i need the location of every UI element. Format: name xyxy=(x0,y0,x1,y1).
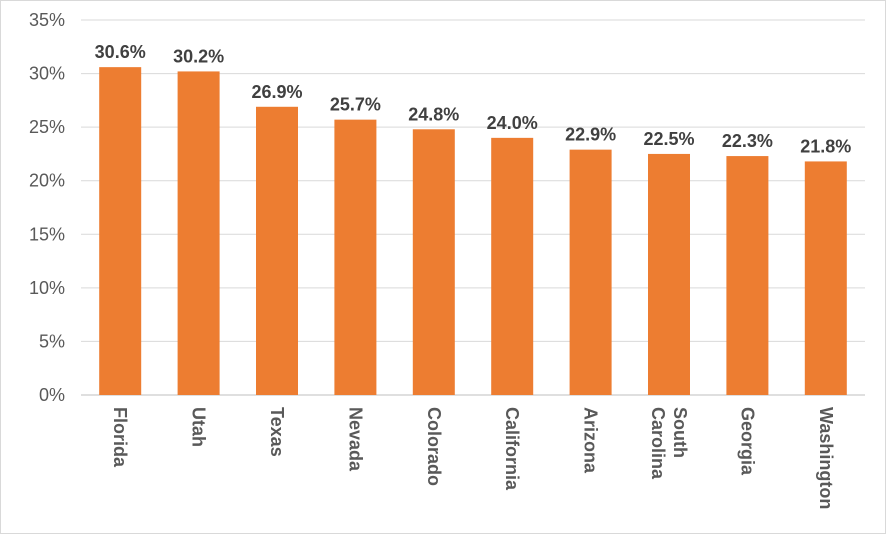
category-label-line: Nevada xyxy=(345,407,365,472)
category-label-group: Nevada xyxy=(345,407,365,472)
category-label-line: Colorado xyxy=(424,407,444,486)
category-label: Texas xyxy=(267,407,287,457)
category-label: Nevada xyxy=(345,407,365,472)
data-label: 24.8% xyxy=(408,104,459,124)
category-label: Florida xyxy=(110,407,130,468)
category-label-group: SouthCarolina xyxy=(648,407,690,480)
y-tick-label: 10% xyxy=(29,278,65,298)
data-label: 21.8% xyxy=(800,136,851,156)
x-axis-categories: Florida Utah Texas Nevada Colorado California… xyxy=(110,407,836,509)
y-tick-label: 15% xyxy=(29,224,65,244)
category-label: Arizona xyxy=(581,407,601,474)
category-label-group: Georgia xyxy=(737,407,757,476)
y-tick-label: 25% xyxy=(29,117,65,137)
category-label-line: Utah xyxy=(189,407,209,447)
category-label: Colorado xyxy=(424,407,444,486)
data-label: 25.7% xyxy=(330,95,381,115)
category-label-line: Arizona xyxy=(581,407,601,474)
category-label: Utah xyxy=(189,407,209,447)
data-label: 24.0% xyxy=(487,113,538,133)
category-label-group: Colorado xyxy=(424,407,444,486)
data-label: 30.6% xyxy=(95,42,146,62)
bar-nevada xyxy=(334,119,377,396)
y-tick-label: 30% xyxy=(29,64,65,84)
y-tick-label: 0% xyxy=(39,385,65,405)
category-label-line: California xyxy=(502,407,522,491)
category-label-line: Carolina xyxy=(648,407,668,480)
bar-california xyxy=(491,137,534,395)
category-label: California xyxy=(502,407,522,491)
bar-colorado xyxy=(412,129,455,396)
category-label-group: Washington xyxy=(816,407,836,509)
category-label-line: Florida xyxy=(110,407,130,468)
category-label-group: Utah xyxy=(189,407,209,447)
y-tick-label: 5% xyxy=(39,331,65,351)
data-label: 22.5% xyxy=(643,129,694,149)
data-label: 30.2% xyxy=(173,46,224,66)
bar-florida xyxy=(99,67,142,396)
bar-south-carolina xyxy=(648,153,690,395)
bars xyxy=(99,67,847,396)
bar-georgia xyxy=(726,156,769,395)
category-label-line: South xyxy=(670,407,690,458)
category-label: Georgia xyxy=(737,407,757,476)
category-label: Washington xyxy=(816,407,836,509)
bar-arizona xyxy=(569,149,612,395)
bar-utah xyxy=(177,71,220,395)
data-labels: 30.6% 30.2% 26.9% 25.7% 24.8% 24.0% 22.9% 22.5%… xyxy=(95,42,852,156)
data-label: 26.9% xyxy=(251,82,302,102)
category-label-line: Georgia xyxy=(737,407,757,476)
category-label-line: Washington xyxy=(816,407,836,509)
data-label: 22.3% xyxy=(722,131,773,151)
y-tick-label: 35% xyxy=(29,10,65,30)
category-label: SouthCarolina xyxy=(648,407,690,480)
category-label-group: Arizona xyxy=(581,407,601,474)
category-label-group: Florida xyxy=(110,407,130,468)
category-label-group: California xyxy=(502,407,522,491)
y-axis-ticks: 0% 5% 10% 15% 20% 25% 30% 35% xyxy=(29,10,65,405)
bar-washington xyxy=(804,161,847,395)
category-label-group: Texas xyxy=(267,407,287,457)
bar-texas xyxy=(256,106,298,396)
category-label-line: Texas xyxy=(267,407,287,457)
data-label: 22.9% xyxy=(565,125,616,145)
y-tick-label: 20% xyxy=(29,171,65,191)
